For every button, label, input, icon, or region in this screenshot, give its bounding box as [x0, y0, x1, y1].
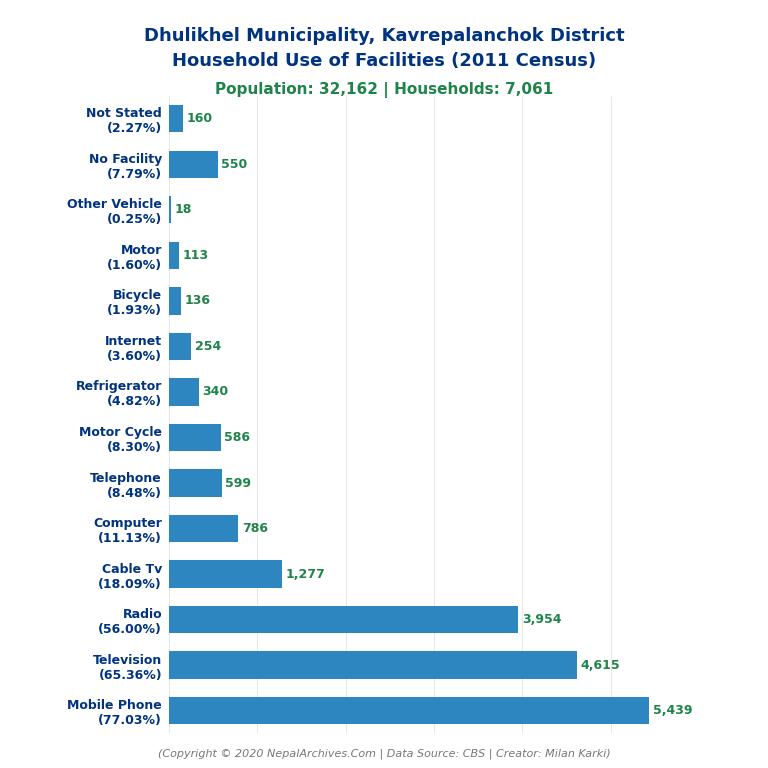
Text: 4,615: 4,615	[580, 659, 620, 672]
Text: 586: 586	[224, 431, 250, 444]
Text: (Copyright © 2020 NepalArchives.Com | Data Source: CBS | Creator: Milan Karki): (Copyright © 2020 NepalArchives.Com | Da…	[157, 748, 611, 759]
Bar	[169, 379, 199, 406]
Bar	[169, 424, 220, 451]
Text: Dhulikhel Municipality, Kavrepalanchok District: Dhulikhel Municipality, Kavrepalanchok D…	[144, 27, 624, 45]
Text: 599: 599	[225, 476, 251, 489]
Text: 5,439: 5,439	[653, 704, 693, 717]
Bar	[169, 105, 183, 132]
Text: 254: 254	[195, 340, 221, 353]
Bar	[169, 697, 649, 724]
Bar	[169, 651, 577, 679]
Bar	[169, 333, 191, 360]
Text: 340: 340	[203, 386, 229, 399]
Bar	[169, 515, 238, 542]
Bar	[169, 469, 222, 497]
Text: 3,954: 3,954	[521, 613, 561, 626]
Bar	[169, 287, 181, 315]
Text: 786: 786	[242, 522, 268, 535]
Text: 160: 160	[187, 112, 213, 125]
Bar	[169, 242, 179, 269]
Bar	[169, 196, 170, 223]
Bar	[169, 151, 217, 178]
Text: 18: 18	[174, 204, 191, 217]
Text: Population: 32,162 | Households: 7,061: Population: 32,162 | Households: 7,061	[215, 82, 553, 98]
Bar	[169, 606, 518, 634]
Text: 136: 136	[184, 294, 210, 307]
Text: 550: 550	[221, 157, 247, 170]
Bar	[169, 561, 282, 588]
Text: Household Use of Facilities (2011 Census): Household Use of Facilities (2011 Census…	[172, 52, 596, 70]
Text: 1,277: 1,277	[285, 568, 325, 581]
Text: 113: 113	[183, 249, 209, 262]
